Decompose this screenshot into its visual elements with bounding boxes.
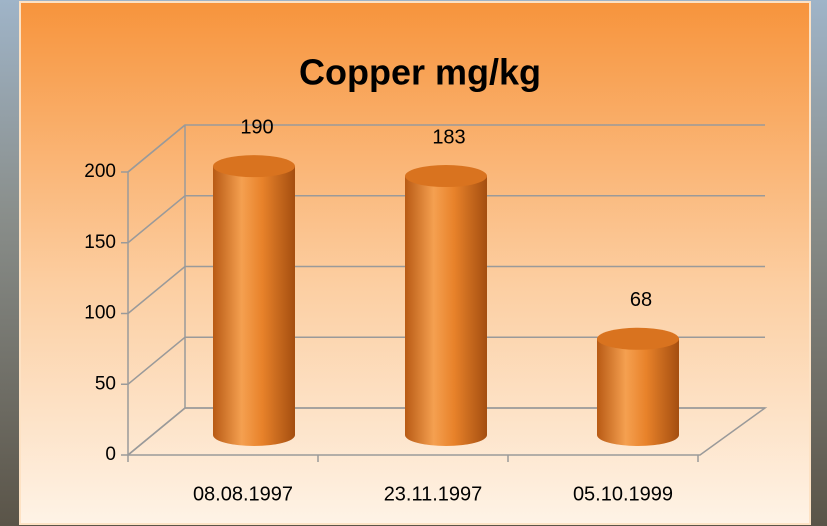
chart-title: Copper mg/kg [299, 52, 541, 93]
y-tick-label: 0 [105, 444, 116, 465]
bar [597, 327, 679, 446]
bar-top [597, 327, 679, 350]
bar-body [597, 338, 679, 446]
bars [213, 155, 679, 446]
bar [405, 165, 487, 446]
y-tick-label: 50 [95, 373, 116, 394]
value-label: 68 [630, 289, 652, 311]
bar [213, 155, 295, 446]
axes [127, 124, 768, 456]
x-tick-label: 23.11.1997 [384, 483, 483, 505]
floor-edge [127, 407, 186, 456]
y-tick-label: 200 [84, 161, 116, 182]
x-tick-label: 08.08.1997 [193, 483, 293, 505]
y-tick-label: 150 [84, 232, 116, 253]
bar-body [213, 166, 295, 446]
value-label: 190 [240, 116, 273, 138]
x-tick-label: 05.10.1999 [573, 483, 673, 505]
value-label: 183 [432, 126, 465, 148]
y-tick-label: 100 [84, 303, 116, 324]
bar-top [405, 165, 487, 188]
bar-body [405, 176, 487, 446]
bar-top [213, 155, 295, 178]
